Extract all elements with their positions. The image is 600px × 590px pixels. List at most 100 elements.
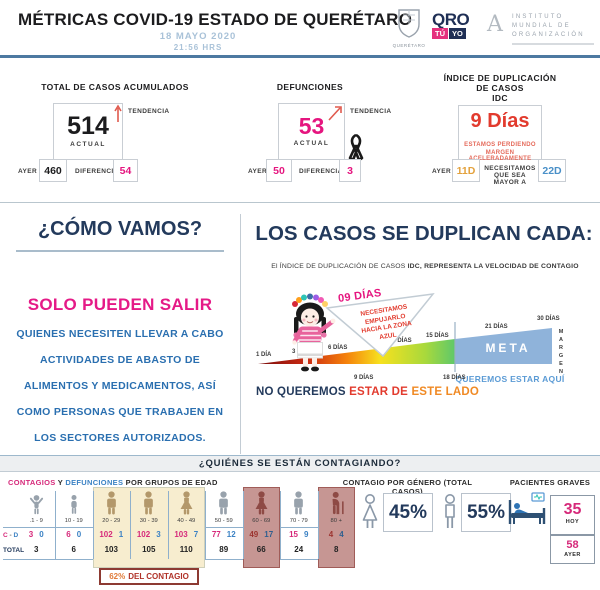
casos-actual-value: 514 xyxy=(67,112,109,140)
contagios-value: 77 xyxy=(211,530,221,539)
total-value: 66 xyxy=(256,545,266,554)
qro-logo-text: QRO xyxy=(432,10,470,29)
age-group-column-70-79: 70 - 79 15 9 24 xyxy=(280,490,318,560)
como-vamos-line-4: COMO PERSONAS QUE TRABAJEN EN xyxy=(16,406,224,418)
dash: - xyxy=(7,532,14,539)
idc-ayer-box: 11D xyxy=(452,159,480,182)
casos-diferencia-label: DIFERENCIA xyxy=(75,168,119,175)
defunciones-value: 12 xyxy=(226,530,236,539)
defunciones-value: 0 xyxy=(76,530,82,539)
total-value: 24 xyxy=(294,545,304,554)
meta-label: META xyxy=(485,341,531,355)
man-icon xyxy=(93,490,131,516)
no-queremos-part3: ESTE LADO xyxy=(411,386,480,398)
defunciones-diferencia-label: DIFERENCIA xyxy=(299,168,343,175)
qro-tuyo-logo: QRO TÚ YO xyxy=(432,10,470,39)
idc-panel-title: ÍNDICE DE DUPLICACIÓN DE CASOS IDC xyxy=(425,73,575,103)
como-vamos-title: ¿CÓMO VAMOS? xyxy=(37,218,203,240)
defunciones-actual-label: ACTUAL xyxy=(293,140,330,147)
idc-necesitamos-label: NECESITAMOS QUE SEA MAYOR A xyxy=(484,165,536,186)
defunciones-value: 3 xyxy=(156,530,161,539)
casos-panel-title: TOTAL DE CASOS ACUMULADOS xyxy=(41,82,189,92)
woman-icon xyxy=(243,490,281,516)
contagios-value: 15 xyxy=(289,530,298,539)
contagios-value: 3 xyxy=(28,530,34,539)
instituto-line-3: ORGANIZACIÓN xyxy=(512,32,585,38)
age-group-column-80+: 80 + 4 4 8 xyxy=(318,490,356,560)
cd-row-header: C - D xyxy=(3,532,18,539)
total-value: 110 xyxy=(179,545,193,554)
defunciones-actual-box: 53 ACTUAL xyxy=(278,103,345,160)
flag-pennant xyxy=(325,293,435,358)
cd-values: 102 3 xyxy=(130,530,168,539)
man-icon xyxy=(205,490,243,516)
hospital-bed-icon xyxy=(508,492,546,524)
mourning-ribbon-icon xyxy=(348,134,364,162)
age-range-label: 70 - 79 xyxy=(289,518,308,524)
age-group-column-30-39: 30 - 39 102 3 105 xyxy=(130,490,168,560)
defunciones-diferencia-box: 3 xyxy=(339,159,361,182)
female-icon xyxy=(362,494,378,528)
como-vamos-underline xyxy=(16,250,224,252)
graves-ayer-box: 58 AYER xyxy=(550,535,595,564)
quienes-band xyxy=(0,455,600,472)
age-range-label: 60 - 69 xyxy=(252,518,271,524)
idc-title-line2: DE CASOS xyxy=(476,83,524,93)
age-group-column-20-29: 20 - 29 102 1 103 xyxy=(93,490,131,560)
age-range-label: 80 + xyxy=(330,518,342,524)
casos-ayer-label: AYER xyxy=(18,168,38,175)
age-range-label: 10 - 19 xyxy=(64,518,83,524)
defunciones-value: 9 xyxy=(303,530,309,539)
total-value: 8 xyxy=(334,545,339,554)
defunciones-trend-arrow-icon xyxy=(328,106,342,121)
c-letter: C xyxy=(3,532,8,539)
idc-value-box: 9 Días ESTAMOS PERDIENDO MARGEN ACELERAD… xyxy=(458,105,542,162)
idc-necesitamos-line2: QUE SEA MAYOR A xyxy=(493,172,527,186)
man-icon xyxy=(130,490,168,516)
age-group-column-40-49: 40 - 49 103 7 110 xyxy=(168,490,206,560)
scale-label-30-días: 30 DÍAS xyxy=(537,316,560,322)
scale-label-12-días: 12 DÍAS xyxy=(389,338,412,344)
solo-pueden-salir: SOLO PUEDEN SALIR xyxy=(27,295,213,314)
graves-hoy-value: 35 xyxy=(563,501,582,518)
duplican-subtitle-regular: El ÍNDICE DE DUPLICACIÓN DE CASOS xyxy=(271,263,408,270)
child-icon xyxy=(55,490,93,516)
column-separator xyxy=(55,491,56,559)
como-vamos-line-3: ALIMENTOS Y MEDICAMENTOS, ASÍ xyxy=(24,380,216,392)
total-row-header: TOTAL xyxy=(3,547,25,554)
y-word: Y xyxy=(55,478,66,487)
scale-label-1-día: 1 DÍA xyxy=(256,352,272,358)
callout-percentage: 62% xyxy=(109,572,126,581)
defunciones-actual-value: 53 xyxy=(298,113,325,139)
female-percentage-box: 45% xyxy=(383,493,433,532)
section-divider xyxy=(0,202,600,203)
como-vamos-line-1: QUIENES NECESITEN LLEVAR A CABO xyxy=(16,328,224,340)
por-grupos-word: POR GRUPOS DE EDAD xyxy=(123,478,218,487)
cd-values: 15 9 xyxy=(280,530,318,539)
column-separator xyxy=(205,491,206,559)
column-separator xyxy=(92,491,94,559)
graves-ayer-label: AYER xyxy=(564,552,581,558)
d-letter: D xyxy=(13,532,19,539)
scale-label-9-días: 9 DÍAS xyxy=(354,375,374,381)
callout-text: DEL CONTAGIO xyxy=(128,572,189,581)
age-range-label: .1 - 9 xyxy=(29,518,43,524)
idc-necesitamos-line1: NECESITAMOS xyxy=(484,165,536,172)
contagio-callout: 62% DEL CONTAGIO xyxy=(99,568,199,585)
age-group-column-60-69: 60 - 69 49 17 66 xyxy=(243,490,281,560)
baby-icon xyxy=(18,490,56,516)
casos-actual-box: 514 ACTUAL xyxy=(53,103,123,160)
column-separator xyxy=(130,491,131,559)
cd-values: 77 12 xyxy=(205,530,243,539)
defunciones-panel-title: DEFUNCIONES xyxy=(276,82,344,92)
contagios-value: 103 xyxy=(174,530,188,539)
defunciones-value: 1 xyxy=(118,530,124,539)
casos-trend-arrow-icon xyxy=(114,104,122,122)
idc-ayer-label: AYER xyxy=(432,168,452,175)
defunciones-value: 7 xyxy=(193,530,199,539)
total-value: 6 xyxy=(71,545,76,554)
